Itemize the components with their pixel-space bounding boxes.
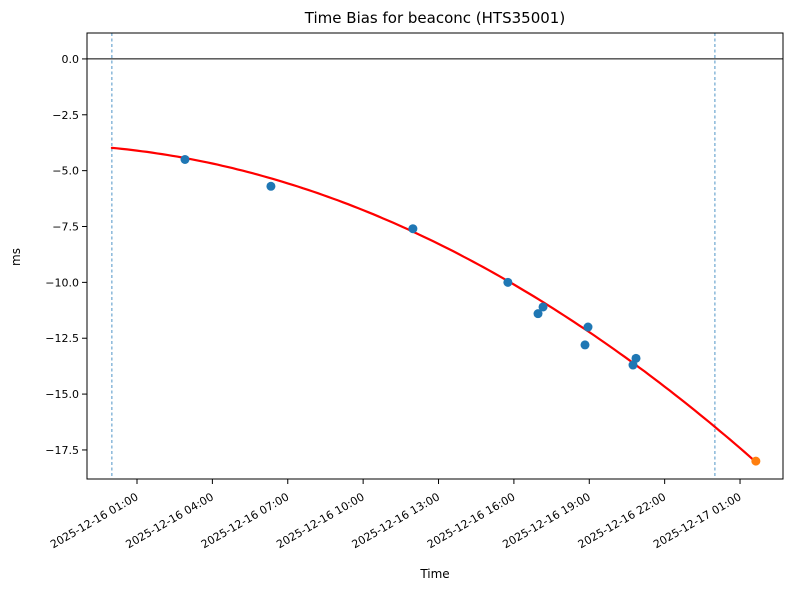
data-point — [408, 224, 418, 234]
data-point — [533, 309, 543, 319]
x-axis-label: Time — [420, 567, 450, 581]
y-tick-label: −12.5 — [45, 332, 79, 345]
data-point — [538, 302, 548, 312]
data-point — [580, 340, 590, 350]
y-tick-label: −2.5 — [52, 109, 79, 122]
y-tick-label: −7.5 — [52, 221, 79, 234]
data-point — [180, 154, 190, 164]
data-point — [503, 277, 513, 287]
data-point — [628, 360, 638, 370]
y-tick-label: −15.0 — [45, 388, 79, 401]
y-tick-label: 0.0 — [62, 53, 80, 66]
y-tick-label: −17.5 — [45, 444, 79, 457]
data-point — [631, 353, 641, 363]
axes-spines — [86, 32, 784, 480]
chart-title: Time Bias for beaconc (HTS35001) — [304, 9, 566, 27]
fit-curve — [110, 146, 757, 463]
data-point — [583, 322, 593, 332]
y-tick-label: −10.0 — [45, 276, 79, 289]
latest-data-point — [751, 456, 761, 466]
data-point — [266, 181, 276, 191]
y-tick-label: −5.0 — [52, 165, 79, 178]
